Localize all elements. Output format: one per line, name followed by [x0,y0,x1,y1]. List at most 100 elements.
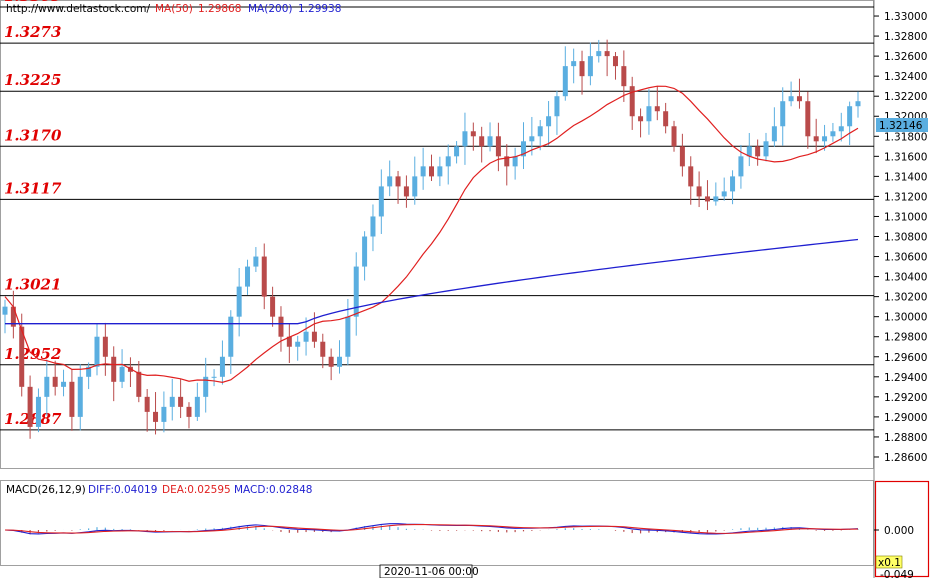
level-label: 1.3309 [4,0,62,5]
candle-body [780,101,786,127]
price-tick-label: 1.31000 [884,211,927,223]
price-tick-label: 1.31600 [884,151,927,163]
moving-averages [4,85,859,383]
ma50-line [4,85,859,383]
ma200-value: 1.29938 [298,3,341,15]
candle-body [61,381,67,387]
candle-body [353,266,359,317]
candle-body [86,366,92,377]
candle-body [429,166,434,177]
current-price-label: 1.32146 [879,120,923,132]
candle-body [10,306,16,327]
candle-body [228,316,234,357]
price-tick-label: 1.29600 [884,352,927,364]
candle-body [437,166,443,177]
candle-body [621,66,627,87]
candle-body [445,156,451,167]
candle-body [136,371,142,397]
price-tick-label: 1.30400 [884,272,927,284]
candle-body [721,191,727,197]
candle-body [27,386,33,427]
candle-body [696,186,702,197]
candle-body [546,116,552,127]
price-tick-label: 1.28600 [884,452,927,464]
candle-body [169,396,175,407]
macd-indicator [4,523,859,535]
candle-body [270,296,276,317]
price-tick-label: 1.31400 [884,171,927,183]
price-tick-label: 1.32400 [884,71,927,83]
candle-body [796,96,802,102]
candle-body [763,141,769,157]
candle-body [219,356,225,377]
source-url[interactable]: http://www.deltastock.com/ [6,3,151,15]
price-tick-label: 1.29200 [884,392,927,404]
price-tick-label: 1.29800 [884,332,927,344]
crosshair-date: 2020-11-06 00:00 [384,566,479,578]
candle-body [646,106,652,122]
candle-body [186,406,192,417]
candle-body [253,256,259,267]
candle-body [755,146,761,157]
candle-body [771,126,777,142]
price-tick-label: 1.32600 [884,51,927,63]
ma50-value: 1.29868 [198,3,241,15]
candle-body [855,101,861,107]
candle-body [337,356,343,367]
candle-body [805,101,811,137]
candle-body [604,51,610,57]
price-tick-label: 1.32800 [884,31,927,43]
price-tick-label: 1.31800 [884,131,927,143]
candle-body [629,86,635,117]
candle-body [153,411,159,422]
candle-body [420,166,426,177]
candle-body [738,156,744,177]
zoom-badge[interactable] [875,555,903,569]
candle-body [77,376,83,417]
ma200-line [5,238,859,325]
candle-body [387,176,393,187]
price-tick-label: 1.33000 [884,11,927,23]
candle-body [44,376,50,397]
candle-body [378,186,384,217]
candle-body [454,146,460,157]
candle-body [495,136,501,157]
candle-body [612,56,618,67]
level-label: 1.3117 [4,179,62,197]
price-tick-label: 1.30800 [884,232,927,244]
candle-body [822,136,828,142]
candle-body [278,316,284,337]
candle-body [194,396,200,417]
candle-body [537,126,543,137]
candle-body [211,376,217,378]
candle-body [654,106,660,112]
candle-body [295,341,301,347]
price-tick-label: 1.33200 [884,0,927,3]
candle-body [579,61,585,77]
candle-body [462,131,468,147]
candle-body [587,56,593,77]
candle-body [320,341,326,357]
price-tick-label: 1.30600 [884,252,927,264]
candle-body [303,331,309,342]
level-label: 1.3273 [4,23,61,41]
zoom-badge-label: x0.1 [878,557,901,569]
ma50-label: MA(50) [155,3,193,15]
candle-body [830,131,836,137]
macd-zero-label: 0.000 [884,525,914,537]
candle-body [487,136,493,147]
level-label: 1.3170 [4,126,62,144]
candle-body [94,336,100,367]
price-tick-label: 1.31200 [884,191,927,203]
price-axis: 1.28600 1.28800 1.29000 1.29200 1.29400 1.296… [874,0,927,464]
current-price-marker [876,118,928,132]
candle-body [730,176,736,192]
candle-body [813,136,819,142]
macd-axis-frame [874,480,930,578]
candle-body [35,396,41,427]
level-label: 1.2887 [4,410,62,428]
level-label: 1.3021 [4,276,61,294]
price-tick-label: 1.30200 [884,292,927,304]
